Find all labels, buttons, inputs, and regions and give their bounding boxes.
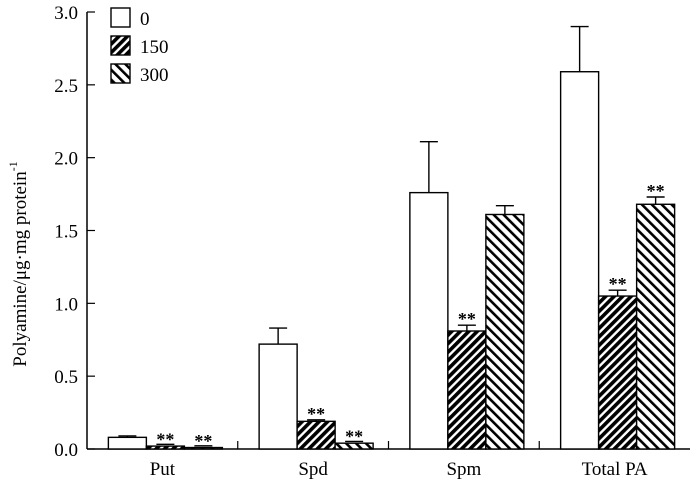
legend-label: 150	[140, 37, 169, 58]
significance-marker: **	[307, 404, 325, 424]
bar-0-spm	[409, 191, 449, 450]
y-axis-label: Polyamine/μg·mg protein-1	[6, 161, 31, 366]
x-category-label: Put	[150, 459, 176, 480]
legend-swatch-150	[110, 35, 131, 56]
bar-0-total-pa	[559, 71, 600, 450]
x-category-label: Spd	[298, 459, 328, 480]
legend-label: 300	[140, 65, 169, 86]
x-category-label: Total PA	[582, 459, 648, 480]
labels-layer: 0.0 0.5 1.0 1.5 2.0 2.5 3.0 Put ** ** Spd ** ** Spm **…	[54, 3, 664, 480]
bar-0-put	[107, 436, 148, 450]
significance-marker: **	[194, 431, 212, 451]
y-tick-label: 1.5	[54, 222, 78, 243]
legend-swatch-0	[110, 7, 131, 28]
legend-swatch-300	[110, 63, 131, 84]
legend: 0 150 300	[110, 7, 169, 86]
y-tick-label: 3.0	[54, 3, 78, 24]
legend-label: 0	[140, 9, 150, 30]
y-tick-label: 0.0	[54, 440, 78, 461]
significance-marker: **	[609, 274, 627, 294]
y-tick-label: 1.0	[54, 294, 78, 315]
x-category-label: Spm	[446, 459, 481, 480]
bar-300-spm	[485, 213, 525, 450]
bar-150-spd	[296, 420, 336, 450]
y-tick-label: 0.5	[54, 367, 78, 388]
significance-marker: **	[156, 429, 174, 449]
y-tick-label: 2.5	[54, 76, 78, 97]
bars-layer	[107, 25, 676, 450]
bar-300-put	[183, 446, 224, 450]
significance-marker: **	[647, 181, 665, 201]
bar-150-total-pa	[597, 295, 638, 450]
significance-marker: **	[458, 309, 476, 329]
y-tick-label: 2.0	[54, 149, 78, 170]
significance-marker: **	[345, 426, 363, 446]
bar-150-spm	[447, 330, 487, 450]
bar-300-total-pa	[635, 203, 676, 450]
bar-300-spd	[334, 442, 374, 450]
bar-0-spd	[258, 343, 298, 450]
